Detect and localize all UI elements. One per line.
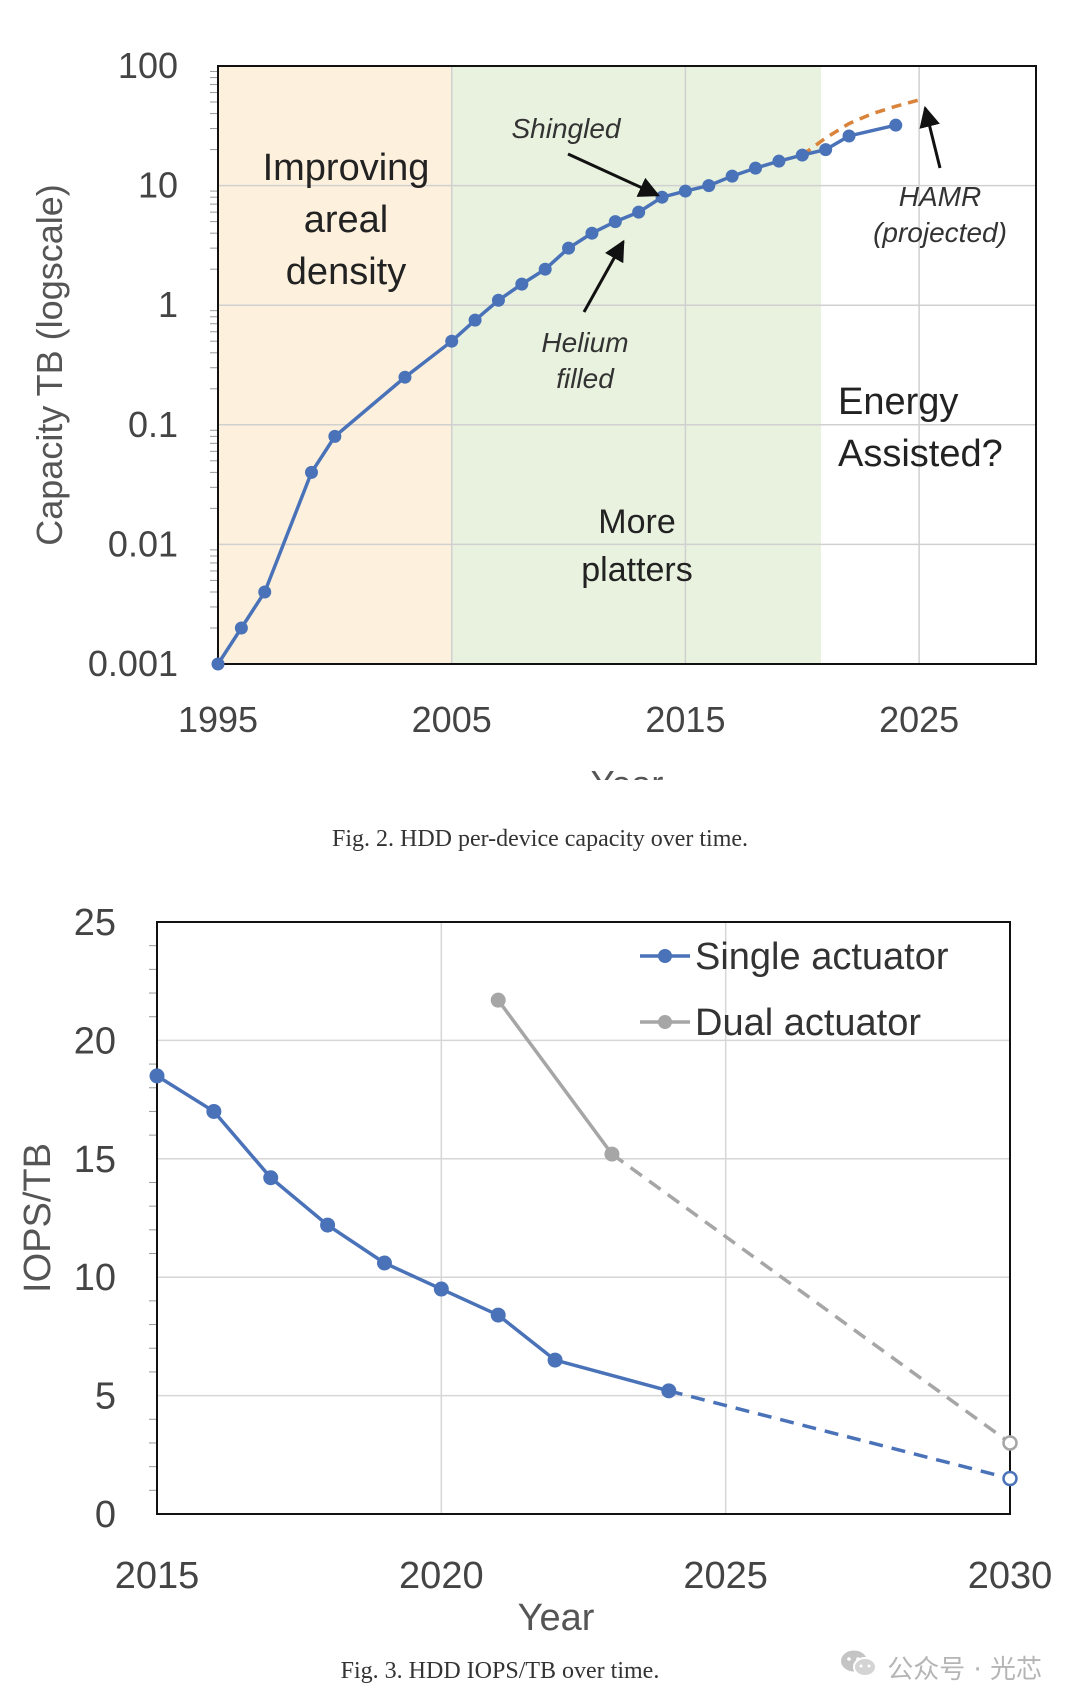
annotation-arrow bbox=[567, 152, 660, 197]
x-tick-label: 2020 bbox=[399, 1555, 484, 1597]
y-tick-label: 10 bbox=[138, 165, 178, 206]
projection-line bbox=[668, 1389, 1011, 1481]
watermark-text: 公众号 · 光芯 bbox=[887, 1655, 1042, 1685]
data-point bbox=[234, 621, 248, 635]
data-point bbox=[320, 1217, 336, 1233]
region-label: Assisted? bbox=[838, 433, 1003, 475]
data-point bbox=[445, 334, 459, 348]
y-tick-label: 0.1 bbox=[128, 404, 178, 445]
plot-frame bbox=[217, 65, 1037, 665]
data-point bbox=[749, 161, 763, 175]
data-point bbox=[491, 293, 505, 307]
region-band-3 bbox=[820, 66, 1036, 664]
region-label: More bbox=[598, 503, 675, 541]
y-tick-label: 5 bbox=[95, 1376, 116, 1418]
annotation-label: (projected) bbox=[873, 217, 1007, 248]
data-point bbox=[655, 190, 669, 204]
data-point bbox=[538, 262, 552, 276]
x-axis-label: Year bbox=[518, 1597, 595, 1639]
region-label: density bbox=[286, 251, 406, 293]
data-point bbox=[433, 1281, 449, 1297]
projected-point bbox=[1002, 1435, 1018, 1451]
x-tick-label: 2015 bbox=[115, 1555, 200, 1597]
data-point bbox=[889, 118, 903, 132]
annotation-arrow bbox=[582, 239, 625, 313]
capacity-chart: 0.001 0.01 0.1 1 10 100 1995 2005 2015 2025 Impro… bbox=[29, 45, 1037, 780]
projection-line bbox=[801, 98, 920, 157]
data-point bbox=[632, 205, 646, 219]
data-point bbox=[725, 169, 739, 183]
data-point bbox=[585, 226, 599, 240]
y-tick-label: 100 bbox=[118, 45, 178, 86]
figure-caption-2: Fig. 3. HDD IOPS/TB over time. bbox=[340, 1658, 660, 1684]
data-point bbox=[468, 313, 482, 327]
annotation-label: filled bbox=[556, 363, 615, 394]
x-tick-label: 2015 bbox=[645, 699, 725, 740]
x-tick-label: 2005 bbox=[412, 699, 492, 740]
x-tick-label: 2025 bbox=[683, 1555, 768, 1597]
legend-marker bbox=[658, 949, 672, 963]
projected-point bbox=[1002, 1470, 1018, 1487]
wechat-icon bbox=[839, 1648, 879, 1687]
data-point bbox=[263, 1170, 279, 1186]
y-tick-label: 15 bbox=[74, 1139, 116, 1181]
data-point bbox=[547, 1352, 563, 1368]
x-axis-label: Year bbox=[591, 763, 664, 780]
data-point bbox=[604, 1146, 620, 1162]
region-label: platters bbox=[581, 551, 693, 589]
y-tick-label: 1 bbox=[158, 284, 178, 325]
data-point bbox=[661, 1383, 677, 1399]
region-band-1 bbox=[218, 66, 452, 664]
y-axis-label: IOPS/TB bbox=[17, 1143, 59, 1293]
data-point bbox=[490, 992, 506, 1008]
data-point bbox=[211, 657, 225, 671]
annotation-label: HAMR bbox=[899, 181, 981, 212]
region-label: areal bbox=[304, 199, 389, 241]
data-point bbox=[328, 429, 342, 443]
data-point bbox=[376, 1255, 392, 1271]
x-tick-label: 2025 bbox=[879, 699, 959, 740]
series-line bbox=[496, 999, 614, 1156]
series-line bbox=[156, 1074, 670, 1393]
data-point bbox=[304, 465, 318, 479]
data-point bbox=[398, 370, 412, 384]
y-tick-label: 20 bbox=[74, 1020, 116, 1062]
data-point bbox=[562, 241, 576, 255]
watermark: 公众号 · 光芯 bbox=[839, 1648, 1042, 1687]
legend-label: Single actuator bbox=[695, 936, 949, 978]
annotation-arrow bbox=[919, 105, 942, 169]
legend-label: Dual actuator bbox=[695, 1002, 921, 1044]
annotation-label: Helium bbox=[541, 327, 628, 358]
figure-caption-1: Fig. 2. HDD per-device capacity over tim… bbox=[331, 826, 749, 852]
data-point bbox=[678, 184, 692, 198]
projection-line bbox=[610, 1152, 1012, 1445]
data-point bbox=[795, 148, 809, 162]
y-axis-label: Capacity TB (logscale) bbox=[29, 184, 70, 545]
data-point bbox=[490, 1307, 506, 1323]
y-tick-label: 0.001 bbox=[88, 643, 178, 684]
y-tick-label: 10 bbox=[74, 1257, 116, 1299]
plot-frame bbox=[156, 921, 1011, 1515]
data-point bbox=[819, 143, 833, 157]
region-label: Improving bbox=[263, 147, 430, 189]
data-point bbox=[206, 1103, 222, 1119]
annotation-label: Shingled bbox=[512, 113, 622, 144]
y-tick-label: 25 bbox=[74, 902, 116, 944]
data-point bbox=[608, 215, 622, 229]
data-point bbox=[842, 129, 856, 143]
data-point bbox=[149, 1068, 165, 1084]
data-point bbox=[258, 585, 272, 599]
region-label: Energy bbox=[838, 381, 958, 423]
data-point bbox=[515, 277, 529, 291]
y-tick-label: 0 bbox=[95, 1494, 116, 1536]
y-tick-label: 0.01 bbox=[108, 523, 178, 564]
data-point bbox=[772, 154, 786, 168]
x-tick-label: 2030 bbox=[968, 1555, 1053, 1597]
legend-marker bbox=[658, 1015, 672, 1029]
x-tick-label: 1995 bbox=[178, 699, 258, 740]
data-point bbox=[702, 179, 716, 193]
